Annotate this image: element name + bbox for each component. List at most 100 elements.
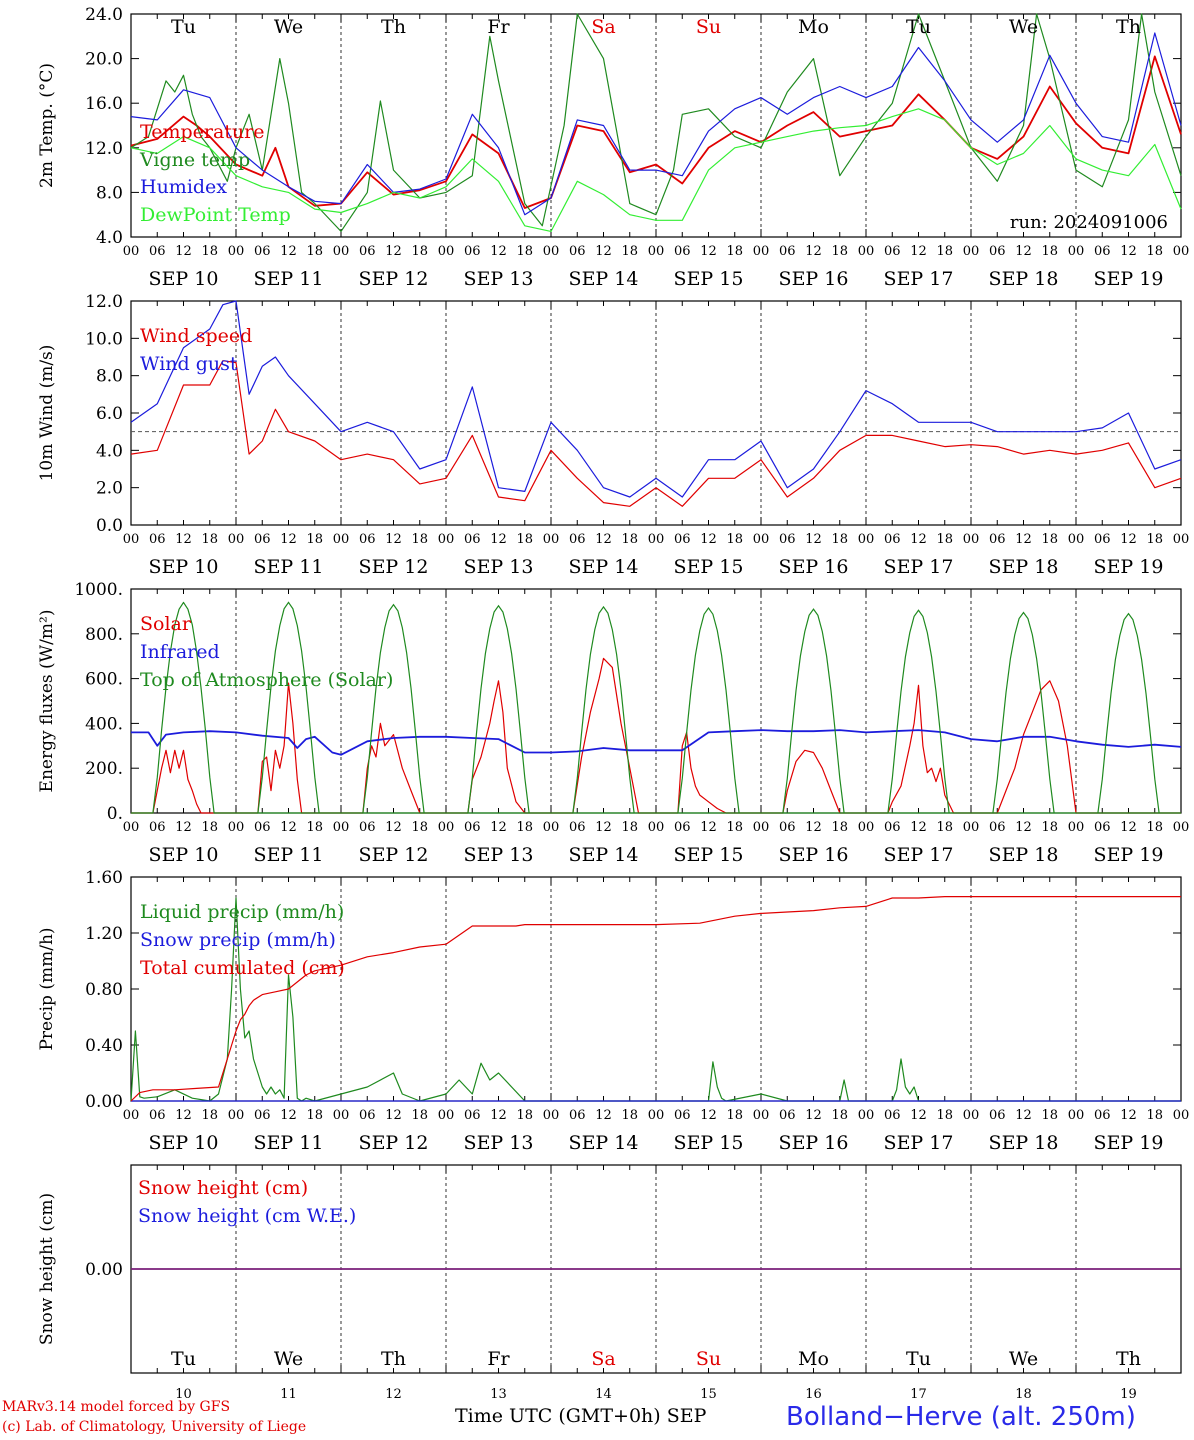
date-label: SEP 12 (359, 268, 429, 290)
hour-label: 12 (280, 820, 297, 835)
weekday-label: We (1009, 1348, 1038, 1370)
hour-label: 18 (1041, 820, 1058, 835)
legend-entry: Vigne temp (139, 149, 250, 171)
hour-label: 12 (385, 1108, 402, 1123)
y-tick-label: 8.0 (96, 183, 123, 203)
legend-entry: Snow height (cm) (138, 1177, 308, 1199)
hour-label: 06 (1094, 244, 1111, 259)
hour-label: 18 (201, 532, 218, 547)
y-axis-label: 2m Temp. (°C) (37, 63, 57, 188)
hour-label: 18 (831, 1108, 848, 1123)
y-tick-label: 600. (85, 670, 123, 690)
day-number-label: 10 (175, 1387, 192, 1402)
weekday-label: Su (696, 1348, 721, 1370)
hour-label: 18 (201, 820, 218, 835)
hour-label: 18 (306, 532, 323, 547)
hour-label: 12 (175, 820, 192, 835)
weekday-label: Tu (906, 16, 931, 38)
y-tick-label: 4.0 (96, 228, 123, 248)
hour-label: 18 (306, 820, 323, 835)
hour-label: 12 (490, 532, 507, 547)
hour-label: 18 (621, 1108, 638, 1123)
date-label: SEP 14 (569, 844, 639, 866)
hour-label: 00 (123, 244, 140, 259)
hour-label: 06 (254, 244, 271, 259)
hour-label: 18 (621, 244, 638, 259)
hour-label: 06 (674, 244, 691, 259)
date-label: SEP 17 (884, 1132, 954, 1154)
date-label: SEP 11 (254, 268, 324, 290)
hour-label: 06 (884, 244, 901, 259)
hour-label: 00 (543, 820, 560, 835)
hour-label: 00 (333, 244, 350, 259)
hour-label: 18 (516, 244, 533, 259)
hour-label: 00 (1068, 820, 1085, 835)
day-number-label: 18 (1015, 1387, 1032, 1402)
hour-label: 12 (385, 244, 402, 259)
series-line (1097, 612, 1160, 814)
date-label: SEP 11 (254, 1132, 324, 1154)
series-line (130, 55, 1182, 209)
date-label: SEP 13 (464, 844, 534, 866)
hour-label: 06 (569, 532, 586, 547)
date-label: SEP 16 (779, 556, 849, 578)
hour-label: 06 (674, 820, 691, 835)
date-label: SEP 12 (359, 844, 429, 866)
hour-label: 06 (884, 1108, 901, 1123)
hour-label: 12 (175, 244, 192, 259)
panel-3: 0. 200. 400. 600. 800. 1000. Energy fluxes (W/… (37, 580, 1189, 866)
hour-label: 00 (753, 532, 770, 547)
legend-entry: Top of Atmosphere (Solar) (140, 669, 393, 691)
day-number-label: 11 (280, 1387, 297, 1402)
hour-label: 12 (280, 532, 297, 547)
hour-label: 12 (490, 244, 507, 259)
plot-frame (130, 300, 1182, 526)
day-number-label: 17 (910, 1387, 927, 1402)
hour-label: 18 (726, 532, 743, 547)
hour-label: 06 (989, 820, 1006, 835)
hour-label: 18 (1041, 1108, 1058, 1123)
hour-label: 18 (726, 1108, 743, 1123)
hour-label: 18 (201, 244, 218, 259)
hour-label: 06 (149, 1108, 166, 1123)
y-tick-label: 400. (85, 714, 123, 734)
hour-label: 06 (779, 820, 796, 835)
weekday-label: Th (381, 1348, 406, 1370)
date-label: SEP 15 (674, 268, 744, 290)
hour-label: 12 (1015, 1108, 1032, 1123)
hour-label: 00 (543, 1108, 560, 1123)
hour-label: 06 (569, 820, 586, 835)
hour-label: 06 (674, 1108, 691, 1123)
hour-label: 00 (1068, 532, 1085, 547)
weekday-label: Su (696, 16, 721, 38)
hour-label: 00 (228, 1108, 245, 1123)
y-tick-label: 800. (85, 625, 123, 645)
hour-label: 00 (648, 1108, 665, 1123)
hour-label: 12 (595, 244, 612, 259)
hour-label: 00 (333, 1108, 350, 1123)
hour-label: 06 (1094, 532, 1111, 547)
hour-label: 00 (858, 244, 875, 259)
hour-label: 18 (936, 1108, 953, 1123)
hour-label: 06 (464, 532, 481, 547)
legend-entry: Temperature (140, 121, 264, 143)
hour-label: 06 (884, 532, 901, 547)
hour-label: 06 (149, 532, 166, 547)
hour-label: 00 (543, 532, 560, 547)
hour-label: 00 (963, 820, 980, 835)
hour-label: 06 (1094, 820, 1111, 835)
date-label: SEP 17 (884, 268, 954, 290)
series-line (131, 657, 1181, 814)
hour-label: 00 (438, 820, 455, 835)
hour-label: 00 (963, 1108, 980, 1123)
hour-label: 12 (805, 1108, 822, 1123)
series-line (130, 32, 1182, 216)
hour-label: 00 (123, 820, 140, 835)
hour-label: 12 (910, 820, 927, 835)
hour-label: 00 (753, 820, 770, 835)
series-line (130, 897, 1181, 1102)
hour-label: 12 (1120, 532, 1137, 547)
y-axis-label: 10m Wind (m/s) (37, 345, 57, 482)
panel-1: 4.0 8.0 12.0 16.0 20.0 24.0 2m Temp. (°C) Tempe… (37, 5, 1189, 290)
